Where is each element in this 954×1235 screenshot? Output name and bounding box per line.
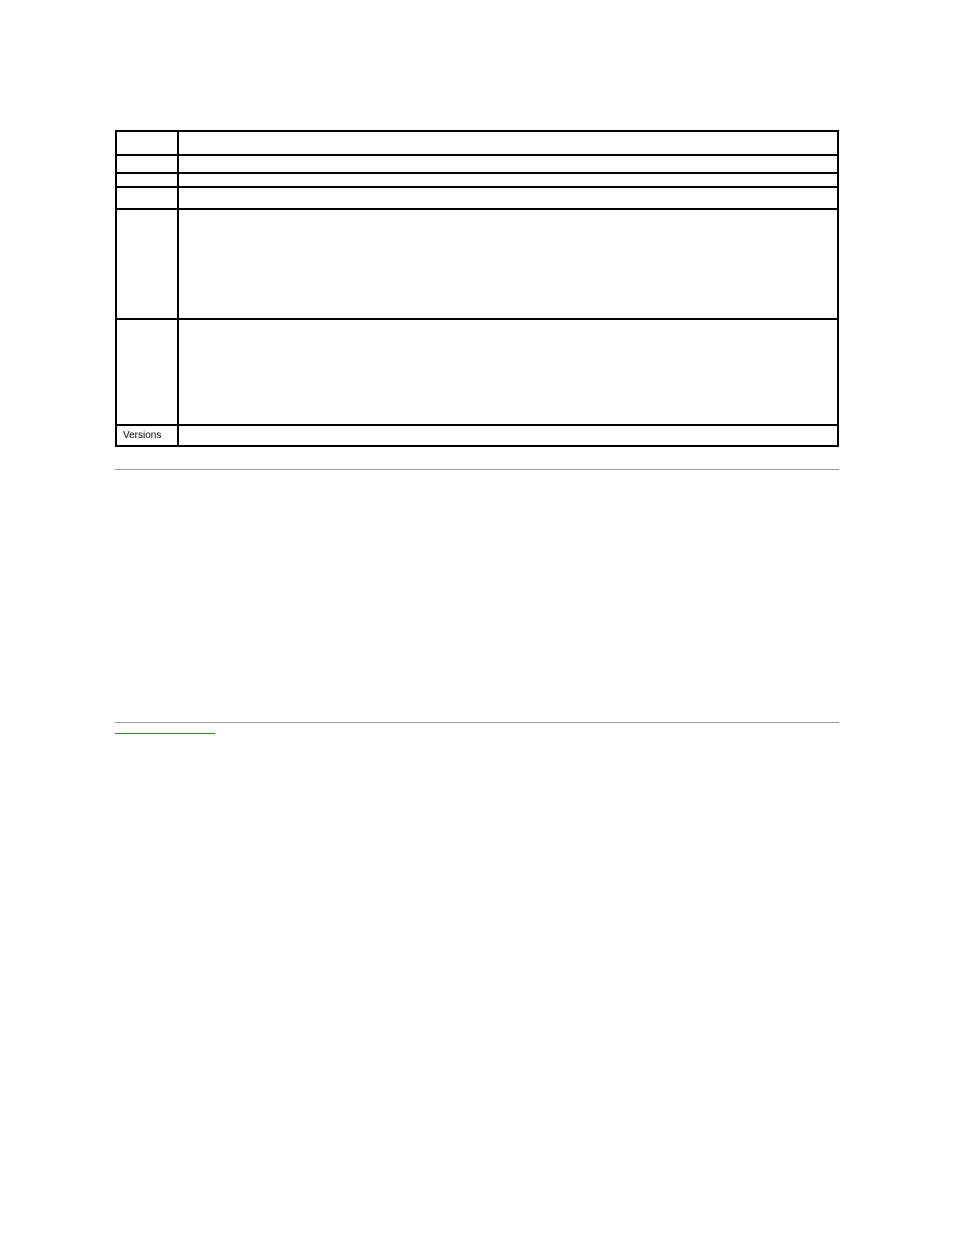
row-content [178, 209, 838, 319]
document-page: Versions [0, 0, 954, 1235]
metadata-table-body: Versions [116, 131, 838, 446]
table-row [116, 319, 838, 425]
row-content [178, 173, 838, 187]
spacer [115, 470, 839, 700]
row-content [178, 155, 838, 173]
table-row [116, 155, 838, 173]
table-row [116, 173, 838, 187]
row-label [116, 319, 178, 425]
horizontal-separator [115, 722, 839, 723]
row-content [178, 319, 838, 425]
row-label [116, 209, 178, 319]
row-label: Versions [116, 425, 178, 446]
row-label [116, 155, 178, 173]
table-row-versions: Versions [116, 425, 838, 446]
row-content [178, 425, 838, 446]
row-label [116, 173, 178, 187]
table-row [116, 187, 838, 209]
table-row [116, 131, 838, 155]
row-content [178, 187, 838, 209]
hyperlink-underline[interactable] [115, 733, 215, 734]
metadata-table: Versions [115, 130, 839, 447]
row-label [116, 187, 178, 209]
table-row [116, 209, 838, 319]
row-label [116, 131, 178, 155]
row-content [178, 131, 838, 155]
